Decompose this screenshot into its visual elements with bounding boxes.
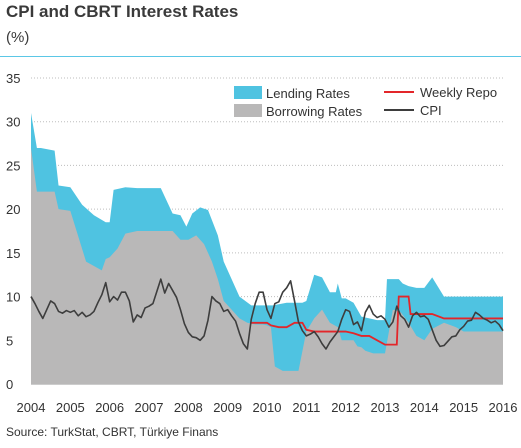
x-tick-label: 2011: [292, 400, 320, 415]
legend-cpi-label: CPI: [420, 103, 442, 118]
unit-label: (%): [6, 29, 30, 46]
legend-repo-label: Weekly Repo: [420, 85, 497, 100]
x-tick-label: 2008: [174, 400, 203, 415]
y-tick-label: 15: [6, 246, 20, 261]
x-tick-label: 2016: [489, 400, 518, 415]
cpi-line: [30, 278, 504, 350]
legend: Lending Rates Borrowing Rates Weekly Repo C…: [234, 85, 497, 119]
legend-borrowing-label: Borrowing Rates: [266, 104, 363, 119]
y-tick-label: 35: [6, 71, 20, 86]
x-tick-label: 2004: [17, 400, 46, 415]
x-tick-label: 2007: [135, 400, 164, 415]
legend-lending-swatch: [234, 86, 262, 99]
y-tick-label: 10: [6, 290, 20, 305]
legend-borrowing-swatch: [234, 104, 262, 117]
x-tick-label: 2006: [95, 400, 124, 415]
title-rule: [0, 56, 521, 57]
y-tick-label: 20: [6, 202, 20, 217]
x-tick-label: 2005: [56, 400, 85, 415]
y-tick-label: 25: [6, 158, 20, 173]
borrowing-rates-area: [31, 147, 503, 384]
weekly-repo-line: [251, 295, 503, 346]
line-series: [30, 278, 504, 350]
axes: 0 5 10 15 20 25 30 35 2004 2005 2006 2007 2008 2009 20…: [6, 71, 517, 415]
legend-lending-label: Lending Rates: [266, 86, 350, 101]
x-tick-label: 2010: [253, 400, 282, 415]
x-tick-label: 2013: [371, 400, 400, 415]
x-tick-label: 2012: [331, 400, 360, 415]
area-series: [31, 112, 503, 384]
chart-title: CPI and CBRT Interest Rates: [6, 2, 239, 21]
x-tick-label: 2009: [213, 400, 242, 415]
x-tick-label: 2014: [410, 400, 439, 415]
y-tick-label: 30: [6, 115, 20, 130]
y-tick-label: 0: [6, 377, 13, 392]
x-tick-label: 2015: [449, 400, 478, 415]
source-note: Source: TurkStat, CBRT, Türkiye Finans: [6, 425, 219, 439]
y-tick-label: 5: [6, 333, 13, 348]
